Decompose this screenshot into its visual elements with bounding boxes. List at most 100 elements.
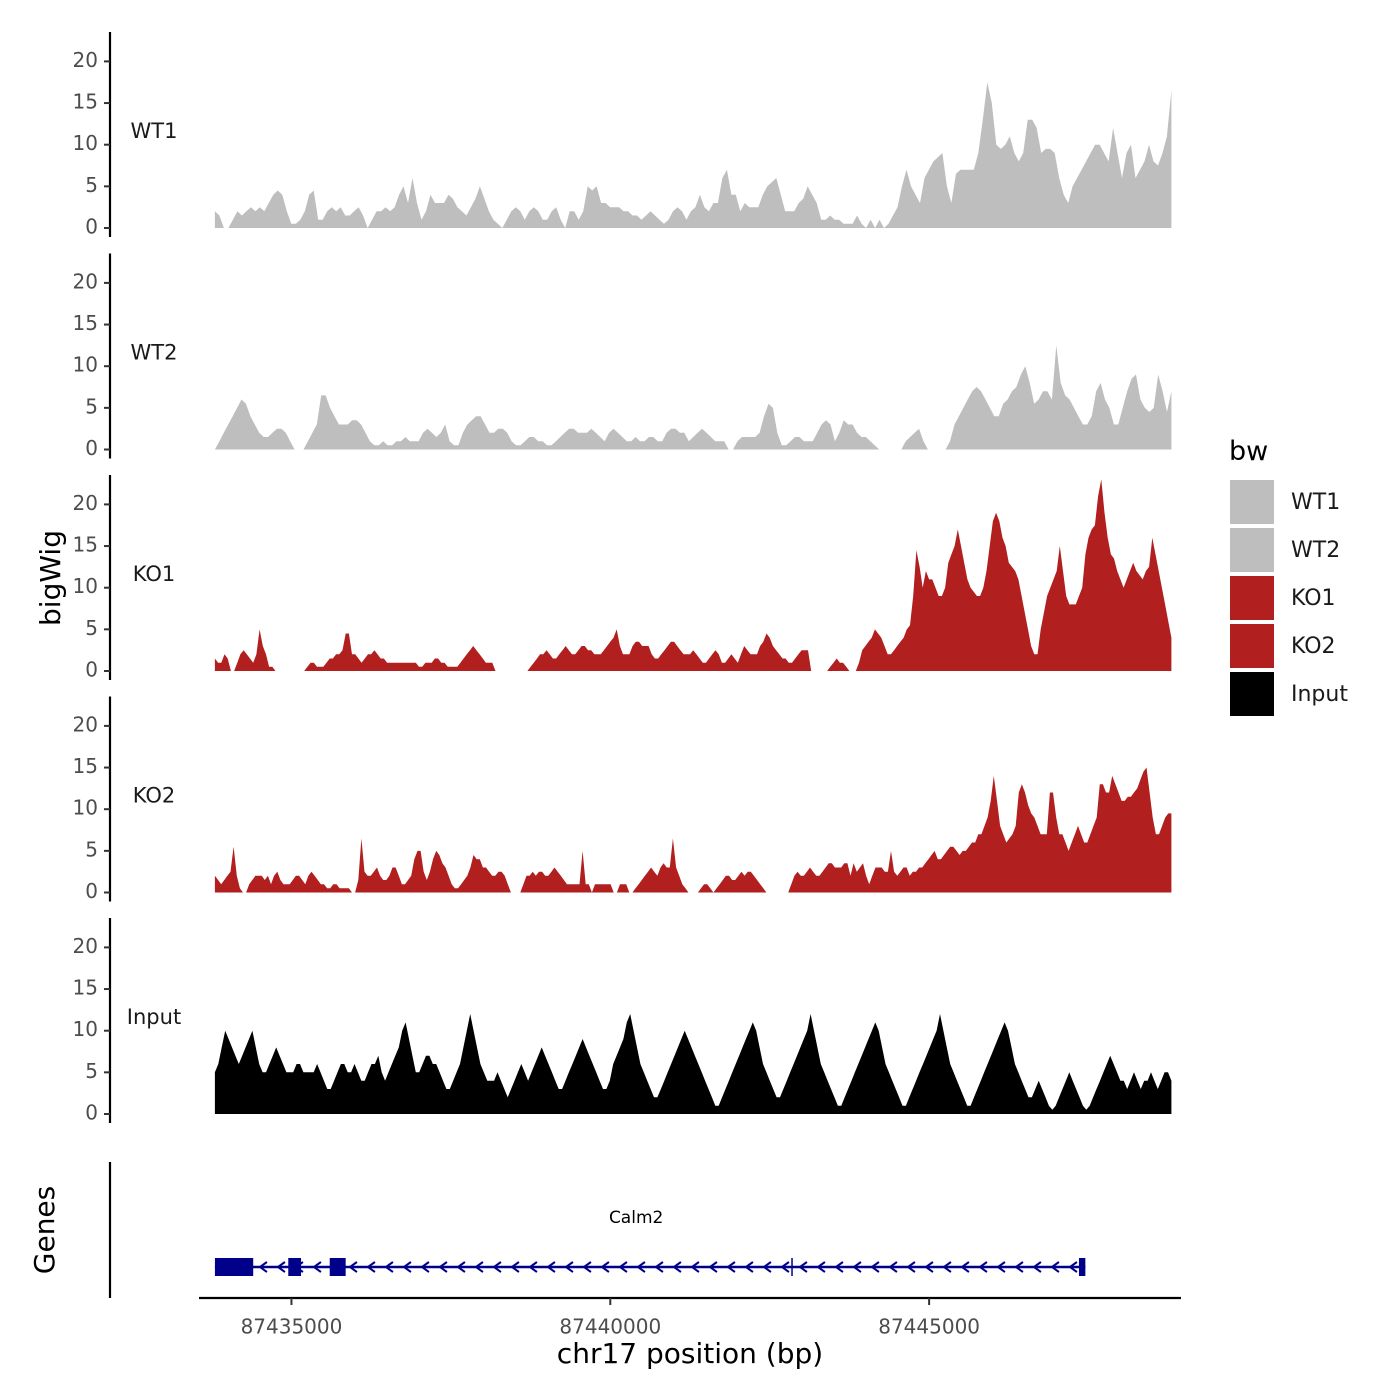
area-series-input <box>214 1014 1172 1114</box>
gene-calm2: Calm2 <box>214 1208 1086 1276</box>
legend-swatch-ko2 <box>1230 624 1274 668</box>
legend-label-wt1: WT1 <box>1291 490 1340 515</box>
y-tick-label: 10 <box>73 796 98 820</box>
x-tick-label: 87435000 <box>241 1315 343 1339</box>
strand-arrow <box>618 1261 628 1273</box>
strand-arrow <box>672 1261 682 1273</box>
x-tick-label: 87440000 <box>559 1315 661 1339</box>
y-tick-label: 10 <box>73 574 98 598</box>
strand-arrow <box>960 1261 970 1273</box>
y-tick-label: 10 <box>73 131 98 155</box>
strand-arrow <box>1068 1261 1078 1273</box>
x-axis-title: chr17 position (bp) <box>557 1337 823 1370</box>
strand-arrow <box>510 1261 520 1273</box>
strand-arrow <box>816 1261 826 1273</box>
y-tick-label: 15 <box>73 311 98 335</box>
legend-swatch-wt1 <box>1230 480 1274 524</box>
track-wt1: 0 5 10 15 20 WT1 <box>73 32 1172 239</box>
strand-arrow <box>762 1261 772 1273</box>
track-input: 0 5 10 15 20 Input <box>73 918 1172 1125</box>
legend-swatch-wt2 <box>1230 528 1274 572</box>
strand-arrow <box>690 1261 700 1273</box>
strand-arrow <box>870 1261 880 1273</box>
strand-arrow <box>492 1261 502 1273</box>
y-tick-label: 20 <box>73 269 98 293</box>
legend-label-input: Input <box>1291 682 1348 707</box>
strand-arrow <box>834 1261 844 1273</box>
y-tick-label: 5 <box>85 1059 98 1083</box>
y-tick-label: 0 <box>85 658 98 682</box>
track-label-ko2: KO2 <box>133 784 176 808</box>
legend-label-ko2: KO2 <box>1291 634 1336 659</box>
track-wt2: 0 5 10 15 20 WT2 <box>73 253 1172 460</box>
strand-arrow <box>798 1261 808 1273</box>
y-tick-label: 20 <box>73 491 98 515</box>
strand-arrow <box>438 1261 448 1273</box>
y-tick-label: 20 <box>73 934 98 958</box>
strand-arrow <box>726 1261 736 1273</box>
strand-arrow <box>1014 1261 1024 1273</box>
strand-arrow <box>420 1261 430 1273</box>
strand-arrow <box>978 1261 988 1273</box>
track-label-ko1: KO1 <box>133 562 176 586</box>
y-tick-label: 10 <box>73 353 98 377</box>
y-tick-label: 5 <box>85 173 98 197</box>
gene-exon <box>1078 1258 1086 1276</box>
gene-exon <box>214 1258 254 1276</box>
area-series-wt1 <box>214 82 1172 228</box>
track-label-wt1: WT1 <box>131 119 178 143</box>
x-axis-ticks: 87435000 87440000 87445000 <box>241 1298 980 1339</box>
strand-arrow <box>474 1261 484 1273</box>
legend-swatch-ko1 <box>1230 576 1274 620</box>
track-ko1: 0 5 10 15 20 KO1 <box>73 475 1172 682</box>
y-tick-label: 5 <box>85 837 98 861</box>
gene-exon <box>329 1258 346 1276</box>
strand-arrow <box>744 1261 754 1273</box>
legend-entries: WT1 WT2 KO1 KO2 Input <box>1230 480 1348 716</box>
x-axis: 87435000 87440000 87445000 chr17 position … <box>199 1296 1181 1370</box>
strand-arrow <box>852 1261 862 1273</box>
gene-label: Calm2 <box>609 1208 663 1228</box>
strand-arrow <box>384 1261 394 1273</box>
x-tick-label: 87445000 <box>878 1315 980 1339</box>
gene-models: Calm2 <box>214 1208 1086 1276</box>
bigwig-tracks: 0 5 10 15 20 WT1 0 5 10 15 20 WT2 0 5 10 15 20 KO1 0 5 10 15 2… <box>73 32 1172 1125</box>
strand-arrow <box>528 1261 538 1273</box>
genes-axis-title: Genes <box>28 1186 61 1274</box>
genes-panel: Genes Calm2 <box>28 1162 1086 1298</box>
strand-arrow <box>636 1261 646 1273</box>
y-tick-label: 10 <box>73 1017 98 1041</box>
legend-label-ko1: KO1 <box>1291 586 1336 611</box>
strand-arrow <box>600 1261 610 1273</box>
gene-exon <box>288 1258 302 1276</box>
strand-arrow <box>906 1261 916 1273</box>
legend: bw WT1 WT2 KO1 KO2 Input <box>1229 436 1348 716</box>
track-label-input: Input <box>127 1005 181 1029</box>
area-series-ko1 <box>214 479 1172 671</box>
strand-arrow <box>348 1261 358 1273</box>
strand-arrow <box>708 1261 718 1273</box>
strand-arrow <box>258 1261 268 1273</box>
y-tick-label: 15 <box>73 533 98 557</box>
area-series-ko2 <box>214 767 1172 893</box>
legend-label-wt2: WT2 <box>1291 538 1340 563</box>
strand-arrow <box>546 1261 556 1273</box>
strand-arrow <box>276 1261 286 1273</box>
strand-arrow <box>1032 1261 1042 1273</box>
strand-arrow <box>654 1261 664 1273</box>
strand-arrow <box>924 1261 934 1273</box>
track-ko2: 0 5 10 15 20 KO2 <box>73 696 1172 903</box>
strand-arrow <box>582 1261 592 1273</box>
area-series-wt2 <box>214 345 1172 450</box>
strand-arrow <box>456 1261 466 1273</box>
strand-arrow <box>366 1261 376 1273</box>
y-tick-label: 15 <box>73 754 98 778</box>
strand-arrow <box>888 1261 898 1273</box>
strand-arrow <box>996 1261 1006 1273</box>
strand-arrow <box>1050 1261 1060 1273</box>
strand-arrow <box>564 1261 574 1273</box>
legend-swatch-input <box>1230 672 1274 716</box>
y-tick-label: 5 <box>85 616 98 640</box>
y-tick-label: 0 <box>85 1101 98 1125</box>
